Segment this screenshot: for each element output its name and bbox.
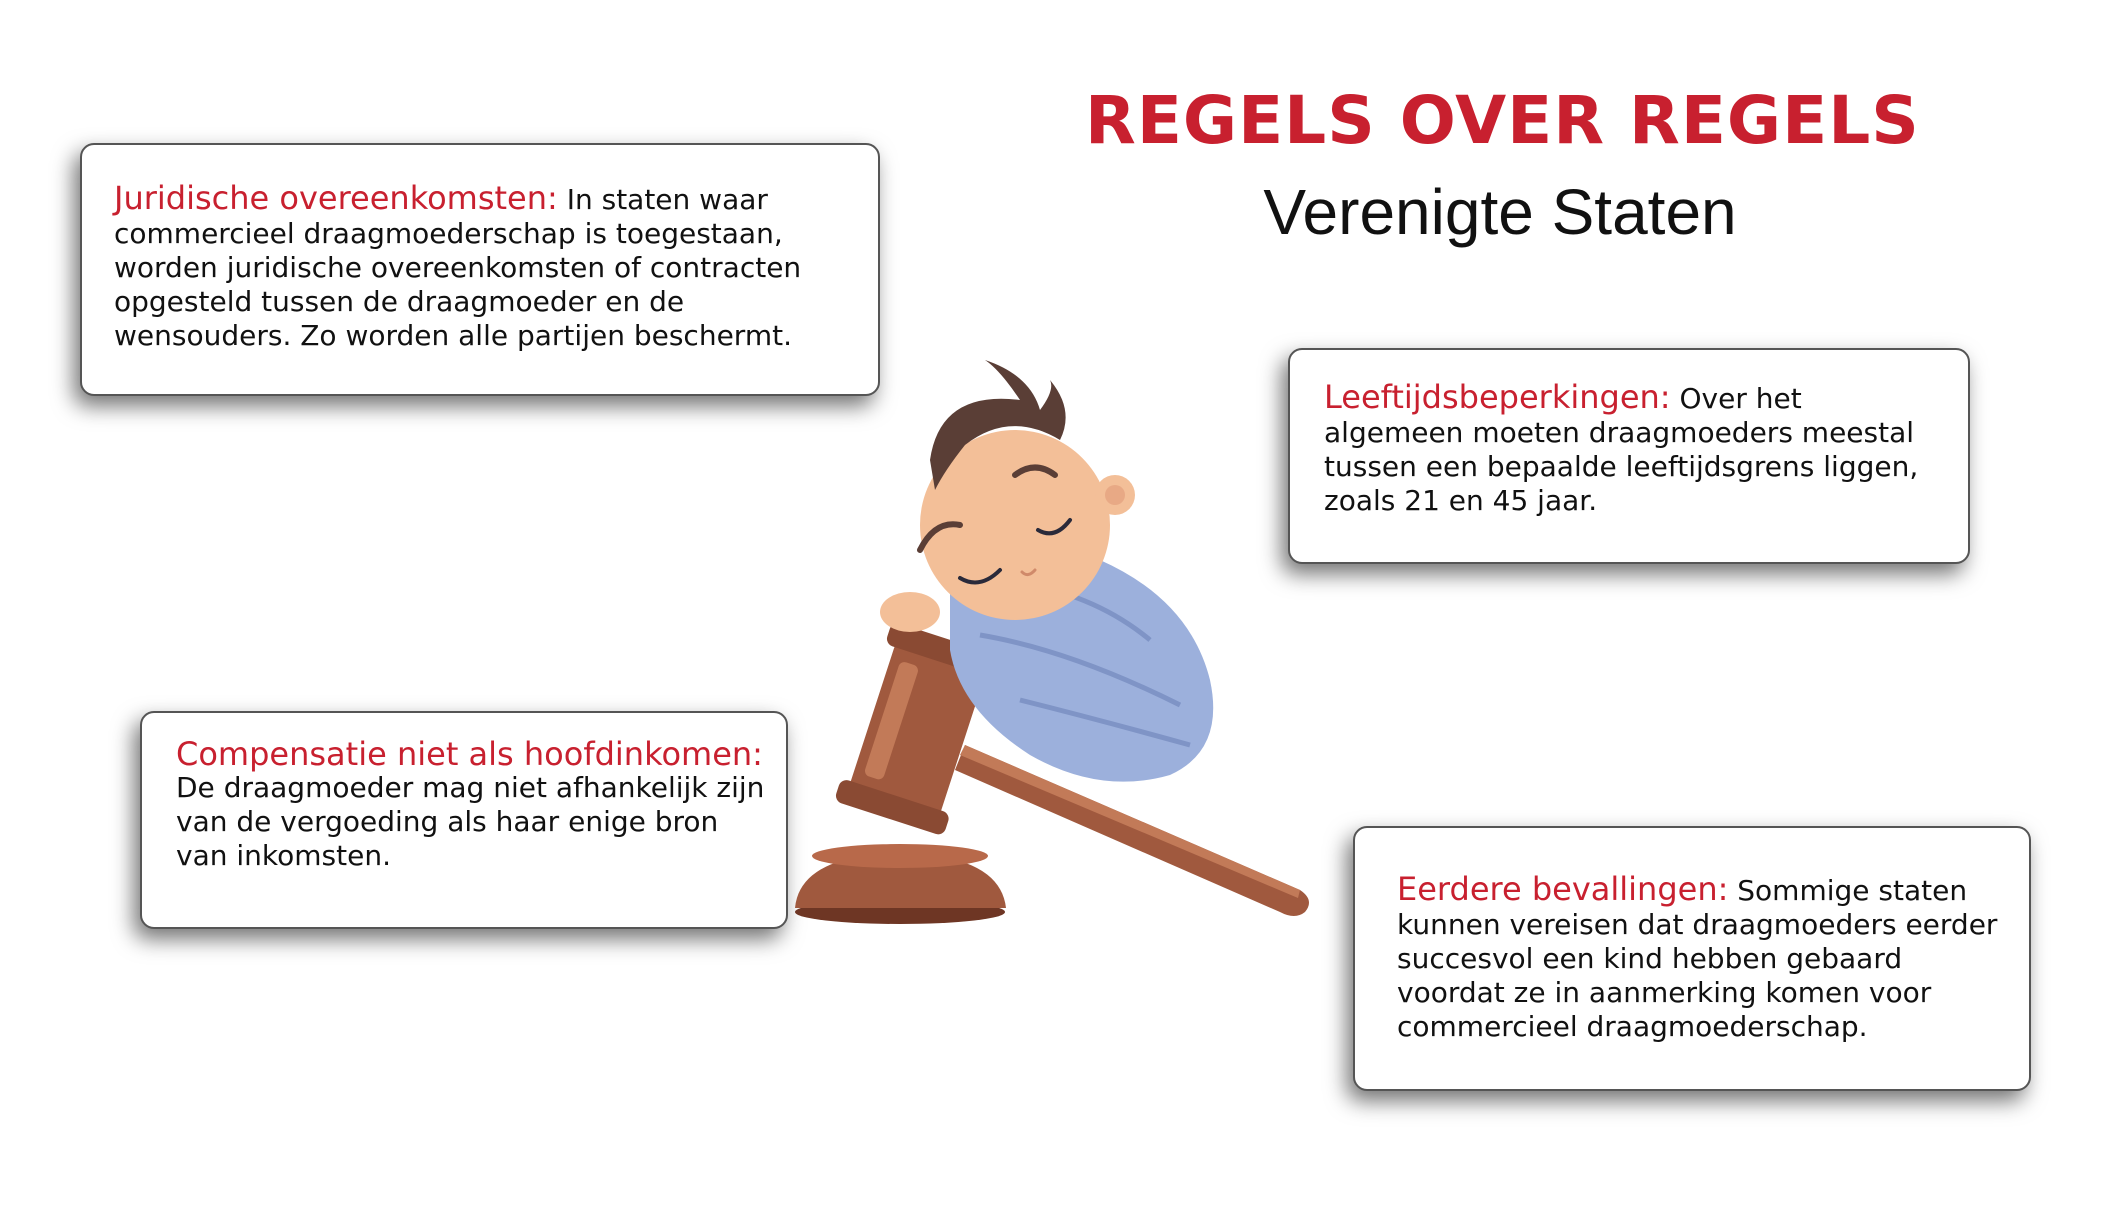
page-subtitle: Verenigte Staten (1263, 176, 1737, 248)
gavel-sound-block (795, 844, 1006, 924)
info-card-age-limits: Leeftijdsbeperkingen: Over het algemeen … (1288, 348, 1970, 564)
info-card-compensation: Compensatie niet als hoofdinkomen: De dr… (140, 711, 788, 929)
info-card-heading: Juridische overeenkomsten: (114, 179, 558, 217)
info-card-body: In staten waar commercieel draagmoedersc… (114, 183, 802, 352)
baby-head (880, 360, 1135, 632)
info-card-legal-agreements: Juridische overeenkomsten: In staten waa… (80, 143, 880, 396)
page-title: REGELS OVER REGELS (1085, 82, 1920, 159)
info-card-body: De draagmoeder mag niet afhankelijk zijn… (176, 771, 765, 872)
info-card-body: Sommige staten kunnen vereisen dat draag… (1397, 874, 1998, 1043)
info-card-text: Leeftijdsbeperkingen: Over het algemeen … (1324, 380, 1944, 518)
info-card-heading: Leeftijdsbeperkingen: (1324, 378, 1671, 416)
info-card-heading: Compensatie niet als hoofdinkomen: (176, 735, 763, 773)
info-card-heading: Eerdere bevallingen: (1397, 870, 1729, 908)
info-card-previous-births: Eerdere bevallingen: Sommige staten kunn… (1353, 826, 2031, 1091)
info-card-body: Over het algemeen moeten draagmoeders me… (1324, 382, 1919, 517)
baby-gavel-illustration (795, 360, 1309, 924)
info-card-text: Eerdere bevallingen: Sommige staten kunn… (1397, 872, 2007, 1044)
info-card-text: Juridische overeenkomsten: In staten waa… (114, 181, 849, 353)
gavel-handle (955, 745, 1309, 916)
info-card-text: Compensatie niet als hoofdinkomen: De dr… (176, 737, 766, 873)
